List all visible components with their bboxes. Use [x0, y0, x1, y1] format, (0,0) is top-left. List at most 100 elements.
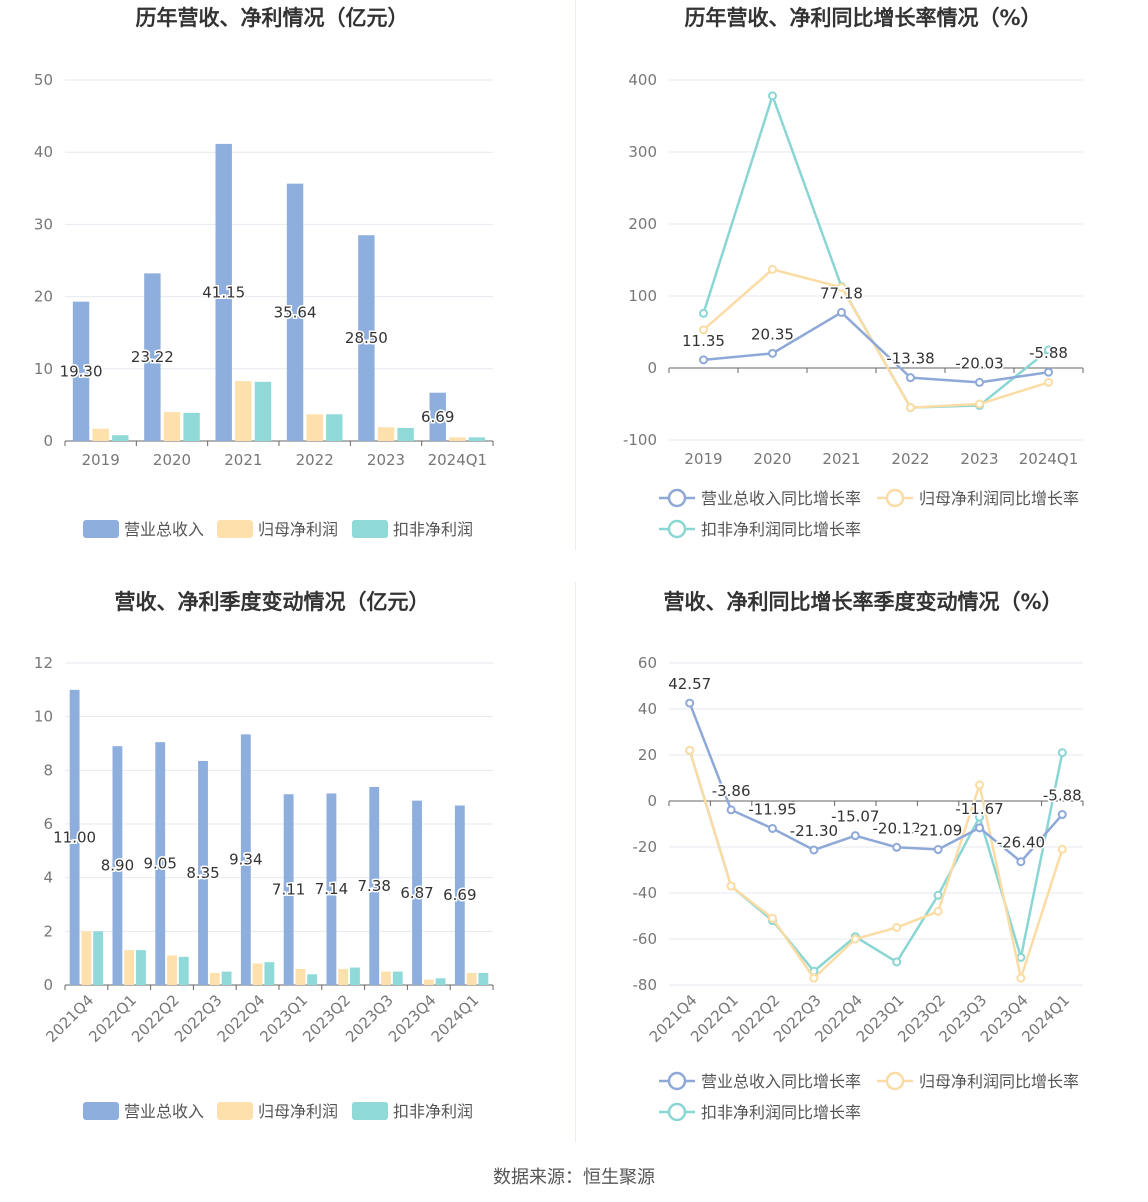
line-value-label: -20.12 [873, 819, 921, 837]
bar-deducted-profit [264, 962, 275, 985]
bar-parent-profit [449, 437, 466, 441]
legend-marker [667, 1102, 687, 1122]
line-point [1016, 973, 1026, 983]
line-point [975, 812, 984, 822]
line-point [933, 890, 943, 900]
annual-growth-rate-chart: 历年营收、净利同比增长率情况（%） -100 0 100 200 300 400 2019 20… [577, 0, 1148, 560]
line-point [837, 307, 846, 317]
bar-parent-profit [295, 968, 306, 985]
bar-value-label: 8.90 [101, 857, 134, 875]
line-point [768, 264, 777, 274]
bar-parent-profit [167, 955, 177, 985]
legend-label: 扣非净利润同比增长率 [701, 520, 861, 539]
bar-value-label: 19.30 [60, 362, 103, 380]
legend-marker [885, 1071, 905, 1091]
line-point [892, 842, 902, 852]
bar-deducted-profit [136, 950, 146, 985]
x-tick-label: 2021 [822, 450, 860, 468]
line-point [906, 373, 915, 383]
bar-deducted-profit [112, 435, 129, 441]
bar-parent-profit [209, 972, 220, 985]
line-value-label: -5.88 [1029, 344, 1068, 362]
y-tick-label: 60 [638, 654, 657, 672]
bar-value-label: 6.87 [400, 884, 433, 902]
y-tick-label: 40 [638, 700, 657, 718]
x-tick-label: 2023 [367, 451, 405, 469]
y-tick-label: 2 [43, 922, 53, 940]
legend-label: 归母净利润 [258, 520, 338, 539]
line-point [726, 805, 736, 815]
y-tick-label: 400 [628, 71, 657, 89]
bar-value-label: 41.15 [202, 283, 245, 301]
bar-value-label: 8.35 [186, 864, 219, 882]
line-value-label: -11.95 [748, 800, 796, 818]
x-tick-label: 2022 [891, 450, 929, 468]
y-tick-label: 40 [34, 143, 53, 161]
chart-title: 营收、净利同比增长率季度变动情况（%） [663, 590, 1062, 614]
panel-divider-bottom [575, 582, 576, 1142]
y-tick-label: 20 [638, 746, 657, 764]
line-point [768, 348, 777, 358]
legend-swatch [83, 1102, 119, 1120]
chart-title: 营收、净利季度变动情况（亿元） [115, 590, 430, 614]
line-value-label: -11.67 [955, 800, 1003, 818]
bar-value-label: 28.50 [345, 329, 388, 347]
line-point [975, 399, 984, 409]
line-point [768, 913, 777, 923]
bar-value-label: 9.05 [144, 855, 177, 873]
legend-swatch [83, 520, 119, 538]
x-tick-label: 2019 [82, 451, 120, 469]
bar-revenue [283, 794, 294, 985]
bar-revenue [429, 392, 446, 441]
bar-deducted-profit [183, 412, 200, 441]
annual-revenue-profit-svg: 历年营收、净利情况（亿元） 0 10 20 30 40 50 2019 2020 2021 2022… [34, 6, 494, 539]
legend-marker [885, 488, 905, 508]
bar-revenue [215, 143, 232, 441]
legend-label: 营业总收入同比增长率 [701, 1072, 861, 1091]
x-tick-label: 2020 [153, 451, 191, 469]
data-source-footer: 数据来源：恒生聚源 [493, 1167, 655, 1188]
y-tick-label: 4 [43, 869, 53, 887]
y-tick-label: 0 [647, 359, 657, 377]
bar-deducted-profit [478, 972, 489, 985]
line-point [933, 906, 943, 916]
legend-marker [667, 1071, 687, 1091]
bar-revenue [240, 734, 251, 985]
bar-parent-profit [306, 414, 323, 441]
legend-label: 归母净利润同比增长率 [919, 1072, 1079, 1091]
legend-label: 扣非净利润同比增长率 [701, 1103, 861, 1122]
bar-deducted-profit [326, 414, 343, 441]
line-point [837, 282, 846, 292]
bar-revenue [454, 805, 465, 985]
x-tick-label: 2019 [684, 450, 722, 468]
y-tick-label: 200 [628, 215, 657, 233]
bar-value-label: 7.14 [315, 880, 348, 898]
y-tick-label: -80 [633, 976, 658, 994]
x-tick-label: 2024Q1 [428, 451, 488, 469]
line-point [1044, 377, 1053, 387]
legend-label: 营业总收入 [124, 520, 204, 539]
y-tick-label: 0 [43, 432, 53, 450]
line-value-label: -15.07 [831, 808, 879, 826]
bar-revenue [369, 786, 380, 985]
bar-parent-profit [381, 971, 391, 985]
bar-parent-profit [81, 931, 92, 985]
line-value-label: -26.40 [997, 834, 1045, 852]
bar-deducted-profit [178, 956, 189, 985]
y-tick-label: 0 [43, 976, 53, 994]
line-point [726, 881, 736, 891]
line-point [685, 745, 695, 755]
line-point [1044, 345, 1053, 355]
bar-revenue [326, 793, 337, 985]
line-point [809, 845, 819, 855]
bar-revenue [412, 800, 422, 985]
legend-label: 归母净利润 [258, 1102, 338, 1121]
y-tick-label: -40 [633, 884, 658, 902]
bar-parent-profit [377, 427, 395, 441]
line-point [1016, 857, 1026, 867]
bar-parent-profit [163, 412, 181, 441]
line-point [975, 780, 984, 790]
line-value-label: 20.35 [751, 325, 794, 343]
line-series-parent [702, 267, 1049, 409]
y-tick-label: 20 [34, 288, 53, 306]
